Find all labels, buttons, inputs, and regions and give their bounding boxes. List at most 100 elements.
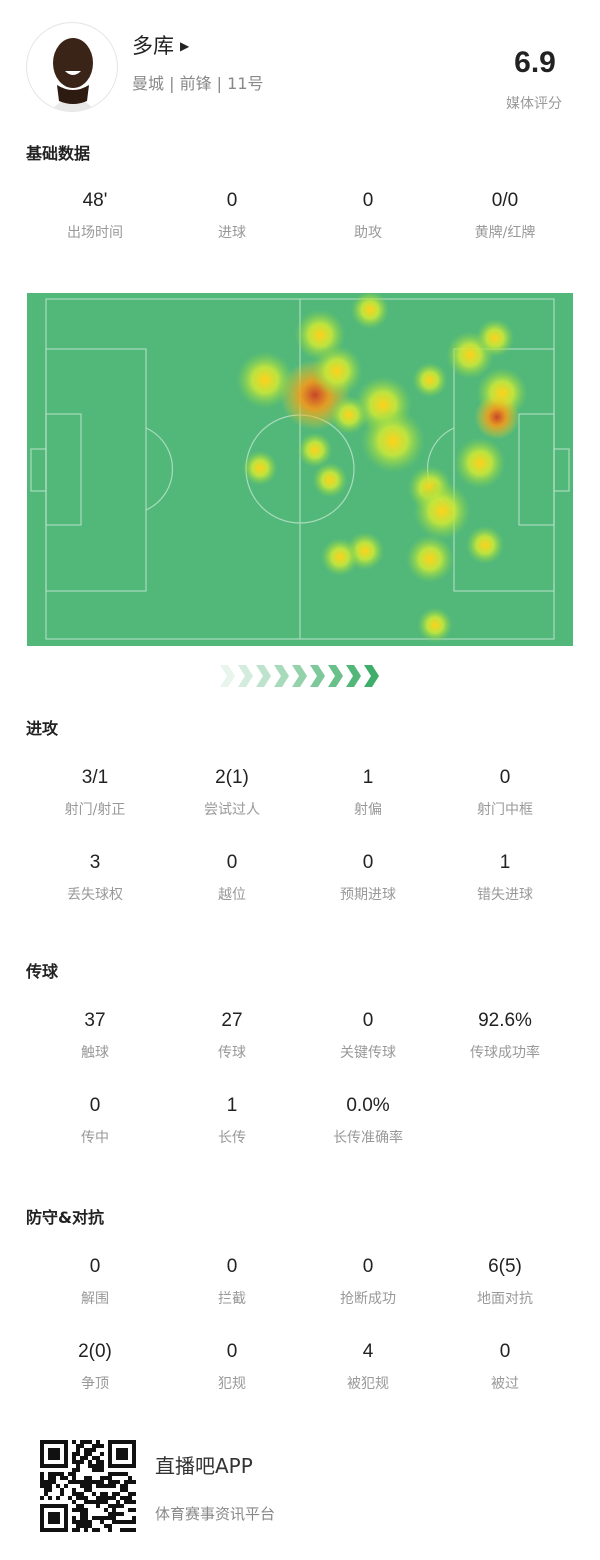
stat-value: 0 (499, 1341, 511, 1362)
stat-item: 37 触球 (27, 1010, 163, 1062)
stat-item: 0 拦截 (164, 1256, 300, 1308)
position: 前锋 (179, 74, 212, 93)
stat-value: 6(5) (488, 1256, 522, 1277)
stat-label: 错失进球 (477, 887, 533, 903)
stat-value: 2(0) (78, 1341, 112, 1362)
stat-label: 预期进球 (340, 887, 396, 903)
stat-label: 解围 (81, 1291, 109, 1307)
chevron-right-icon (328, 665, 343, 687)
chevron-right-icon (346, 665, 361, 687)
stat-item: 0 解围 (27, 1256, 163, 1308)
player-name-link[interactable]: 多库 ▶ (132, 30, 189, 60)
chevron-right-icon (310, 665, 325, 687)
stat-label: 出场时间 (67, 225, 123, 241)
stat-label: 丢失球权 (67, 887, 123, 903)
heatmap-spot (297, 432, 333, 468)
stat-label: 进球 (218, 225, 246, 241)
stat-item: 27 传球 (164, 1010, 300, 1062)
chevron-right-icon (364, 665, 379, 687)
shirt-number: 11号 (227, 74, 264, 93)
stat-label: 长传 (218, 1130, 246, 1146)
stat-item: 0 进球 (164, 190, 300, 242)
stat-label: 关键传球 (340, 1045, 396, 1061)
section-title: 防守&对抗 (26, 1208, 104, 1227)
stat-value: 3 (89, 852, 101, 873)
heatmap-spot (236, 351, 294, 409)
stat-value: 37 (84, 1010, 106, 1031)
chevron-right-icon (220, 665, 235, 687)
stat-item: 0/0 黄牌/红牌 (437, 190, 573, 242)
stat-item: 0 预期进球 (300, 852, 436, 904)
stat-item: 0 助攻 (300, 190, 436, 242)
player-meta: 曼城 | 前锋 | 11号 (132, 74, 264, 93)
heatmap-spot (475, 318, 515, 358)
heatmap-pitch (27, 293, 573, 646)
stat-item: 0 被过 (437, 1341, 573, 1393)
stat-value: 0 (362, 852, 374, 873)
stat-value: 92.6% (478, 1010, 532, 1031)
stat-item: 1 错失进球 (437, 852, 573, 904)
app-name: 直播吧APP (155, 1454, 253, 1478)
stat-item: 1 长传 (164, 1095, 300, 1147)
heatmap-spot (417, 607, 453, 643)
stat-item: 1 射偏 (300, 767, 436, 819)
stat-item: 0 关键传球 (300, 1010, 436, 1062)
stat-value: 0 (226, 190, 238, 211)
heatmap-spot (329, 395, 369, 435)
stat-item: 4 被犯规 (300, 1341, 436, 1393)
heatmap-spot (242, 450, 278, 486)
heatmap-spot (361, 409, 425, 473)
stat-value: 2(1) (215, 767, 249, 788)
stat-value: 0 (362, 190, 374, 211)
stat-value: 27 (221, 1010, 243, 1031)
heatmap-spot (312, 462, 348, 498)
heatmap-spot (413, 482, 471, 540)
chevron-right-icon (256, 665, 271, 687)
stat-value: 0/0 (491, 190, 519, 211)
stat-value: 0 (499, 767, 511, 788)
stat-item: 0 越位 (164, 852, 300, 904)
stat-label: 传球 (218, 1045, 246, 1061)
stat-label: 被过 (491, 1376, 519, 1392)
stat-value: 4 (362, 1341, 374, 1362)
stat-value: 0 (362, 1256, 374, 1277)
stat-label: 触球 (81, 1045, 109, 1061)
rating-label: 媒体评分 (506, 96, 562, 112)
chevron-right-icon (292, 665, 307, 687)
heatmap-spot (320, 537, 360, 577)
stat-value: 3/1 (81, 767, 109, 788)
stat-value: 1 (499, 852, 511, 873)
stat-value: 0.0% (346, 1095, 390, 1116)
player-avatar[interactable] (26, 22, 118, 112)
stat-item: 0 传中 (27, 1095, 163, 1147)
stat-label: 射偏 (354, 802, 382, 818)
stat-value: 0 (89, 1256, 101, 1277)
section-title: 传球 (26, 962, 59, 981)
stat-value: 0 (226, 1341, 238, 1362)
stat-item: 3/1 射门/射正 (27, 767, 163, 819)
stat-item: 48' 出场时间 (27, 190, 163, 242)
section-title: 进攻 (26, 719, 59, 738)
attack-direction-arrows (218, 663, 380, 689)
stat-item: 0 射门中框 (437, 767, 573, 819)
chevron-right-icon (238, 665, 253, 687)
stat-item: 2(1) 尝试过人 (164, 767, 300, 819)
heatmap-spot (311, 345, 363, 397)
heatmap-spot (350, 293, 390, 330)
play-arrow-icon: ▶ (180, 39, 190, 53)
heatmap-spot (465, 525, 505, 565)
stat-item: 6(5) 地面对抗 (437, 1256, 573, 1308)
stat-value: 0 (226, 1256, 238, 1277)
stat-item: 0 抢断成功 (300, 1256, 436, 1308)
heatmap-spot (412, 362, 448, 398)
stat-label: 地面对抗 (477, 1291, 533, 1307)
stat-value: 0 (89, 1095, 101, 1116)
stat-label: 传中 (81, 1130, 109, 1146)
stat-value: 48' (82, 190, 108, 211)
stat-label: 射门/射正 (64, 802, 126, 818)
stat-label: 抢断成功 (340, 1291, 396, 1307)
stat-label: 助攻 (354, 225, 382, 241)
heatmap-spot (454, 437, 506, 489)
stat-value: 0 (226, 852, 238, 873)
section-title: 基础数据 (26, 144, 91, 163)
